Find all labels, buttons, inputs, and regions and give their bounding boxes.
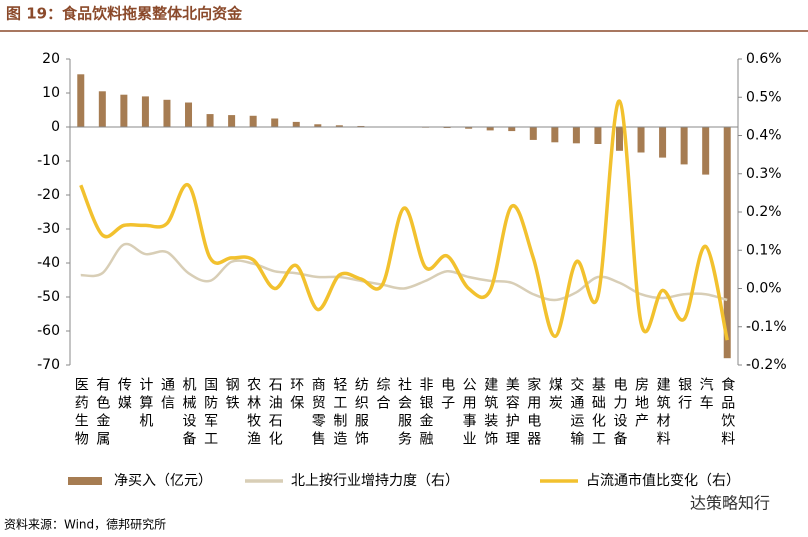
bar	[271, 118, 279, 127]
bar	[637, 127, 645, 153]
x-tick-label: 综合	[374, 377, 390, 413]
bar	[443, 127, 451, 129]
x-tick-label: 基础化工	[590, 376, 606, 449]
y2-tick-label: -0.1%	[746, 319, 787, 335]
bar	[615, 127, 623, 151]
y-tick-label: -40	[37, 255, 60, 271]
bar	[551, 127, 559, 143]
x-tick-label: 有色金属	[94, 377, 110, 449]
bar	[77, 74, 85, 127]
bar	[292, 121, 300, 127]
x-tick-label: 非银金融	[418, 377, 434, 449]
x-tick-label: 石油石化	[267, 377, 283, 449]
x-tick-label: 环保	[288, 377, 304, 413]
x-tick-label: 轻工制造	[331, 377, 347, 449]
y2-tick-label: 0.3%	[746, 166, 782, 182]
bar	[98, 91, 106, 127]
bar	[594, 127, 602, 144]
legend-label: 占流通市值比变化（右）	[586, 472, 740, 489]
x-tick-label: 房地产	[633, 377, 649, 431]
y-tick-label: -10	[37, 153, 60, 169]
bar	[465, 127, 473, 129]
bar	[335, 125, 343, 127]
bar	[206, 114, 214, 127]
x-tick-label: 钢铁	[224, 377, 240, 413]
chart-title: 图 19：食品饮料拖累整体北向资金	[6, 5, 243, 23]
x-tick-label: 汽车	[698, 377, 714, 413]
bar	[572, 127, 580, 144]
source: 资料来源：Wind，德邦研究所	[4, 517, 166, 532]
legend-label: 净买入（亿元）	[114, 473, 212, 489]
legend-swatch	[68, 477, 102, 485]
bar	[723, 127, 731, 359]
bar	[120, 94, 128, 127]
x-tick-label: 机械设备	[181, 377, 197, 449]
y2-tick-label: 0.6%	[746, 51, 782, 67]
bar	[185, 102, 193, 127]
bar	[659, 127, 667, 158]
bar	[249, 115, 257, 127]
bar	[163, 99, 171, 127]
x-tick-label: 银行	[676, 377, 692, 413]
x-tick-label: 社会服务	[396, 377, 412, 449]
x-tick-label: 建筑材料	[655, 377, 671, 449]
line	[79, 99, 729, 341]
x-tick-label: 食品饮料	[719, 376, 735, 449]
x-tick-label: 电子	[439, 377, 455, 413]
y2-tick-label: 0.2%	[746, 204, 782, 220]
x-tick-label: 传媒	[116, 377, 132, 413]
x-tick-label: 商贸零售	[310, 377, 326, 449]
x-tick-label: 电力设备	[611, 377, 627, 449]
y2-tick-label: 0.1%	[746, 242, 782, 258]
line	[80, 242, 728, 302]
y2-tick-label: 0.5%	[746, 89, 782, 105]
bar	[508, 127, 516, 132]
y-tick-label: -30	[37, 221, 60, 237]
y2-tick-label: 0.4%	[746, 128, 782, 144]
bar	[680, 127, 688, 165]
bar	[314, 124, 322, 127]
y-tick-label: 20	[42, 51, 60, 67]
x-tick-label: 公用事业	[461, 377, 477, 449]
bar	[486, 127, 494, 131]
bar	[357, 125, 365, 127]
x-tick-label: 煤炭	[547, 377, 563, 413]
y-tick-label: -20	[37, 187, 60, 203]
y-tick-label: -70	[37, 357, 60, 373]
x-tick-label: 计算机	[137, 377, 153, 431]
y-tick-label: 10	[42, 85, 60, 101]
x-tick-label: 建筑装饰	[482, 377, 498, 449]
x-tick-label: 医药生物	[73, 377, 89, 449]
y2-tick-label: -0.2%	[746, 357, 787, 373]
y-tick-label: 0	[51, 119, 60, 135]
x-tick-label: 农林牧渔	[245, 377, 261, 449]
x-tick-label: 通信	[159, 377, 175, 413]
bar	[228, 115, 236, 127]
x-tick-label: 国防军工	[202, 377, 218, 449]
bar	[529, 127, 537, 140]
watermark: 达策略知行	[690, 494, 770, 513]
x-tick-label: 美容护理	[504, 377, 520, 449]
y2-tick-label: 0.0%	[746, 281, 782, 297]
x-tick-label: 交通运输	[568, 376, 584, 449]
bar	[141, 96, 149, 127]
x-tick-label: 家用电器	[525, 376, 541, 449]
legend-label: 北上按行业增持力度（右）	[291, 473, 459, 489]
bar	[702, 127, 710, 175]
x-tick-label: 纺织服饰	[353, 377, 369, 449]
y-tick-label: -60	[37, 323, 60, 339]
y-tick-label: -50	[37, 289, 60, 305]
